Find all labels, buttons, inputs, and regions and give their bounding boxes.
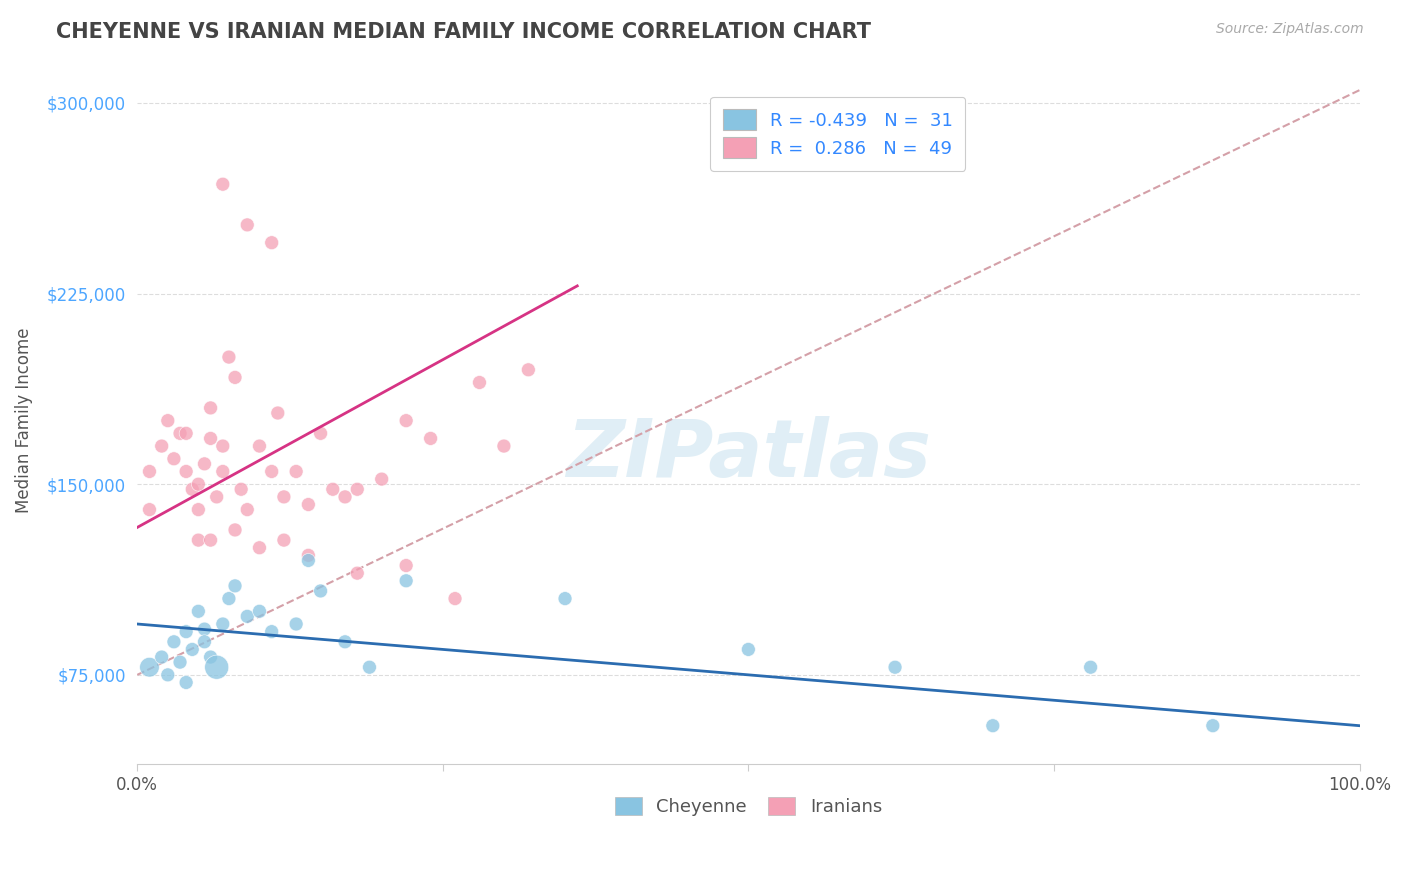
Point: [884, 660, 907, 674]
Point: [346, 566, 368, 581]
Point: [205, 490, 228, 504]
Point: [169, 655, 191, 669]
Point: [174, 426, 197, 441]
Point: [211, 178, 233, 192]
Point: [346, 483, 368, 497]
Point: [395, 574, 418, 588]
Point: [322, 483, 344, 497]
Point: [267, 406, 290, 420]
Point: [187, 604, 209, 618]
Point: [218, 350, 240, 364]
Point: [737, 642, 759, 657]
Point: [285, 617, 308, 632]
Point: [211, 465, 233, 479]
Point: [200, 650, 222, 665]
Point: [260, 235, 283, 250]
Point: [395, 414, 418, 428]
Point: [163, 635, 186, 649]
Point: [200, 533, 222, 548]
Point: [193, 457, 215, 471]
Point: [554, 591, 576, 606]
Point: [224, 579, 246, 593]
Point: [200, 432, 222, 446]
Text: ZIPatlas: ZIPatlas: [565, 416, 931, 494]
Point: [395, 558, 418, 573]
Point: [211, 439, 233, 453]
Legend: Cheyenne, Iranians: Cheyenne, Iranians: [607, 789, 890, 823]
Point: [419, 432, 441, 446]
Point: [138, 502, 160, 516]
Point: [236, 502, 259, 516]
Point: [193, 635, 215, 649]
Point: [249, 439, 271, 453]
Point: [218, 591, 240, 606]
Point: [981, 719, 1004, 733]
Point: [333, 490, 356, 504]
Point: [174, 675, 197, 690]
Point: [150, 439, 173, 453]
Point: [169, 426, 191, 441]
Point: [224, 370, 246, 384]
Point: [273, 533, 295, 548]
Point: [309, 426, 332, 441]
Point: [224, 523, 246, 537]
Point: [333, 635, 356, 649]
Point: [359, 660, 381, 674]
Point: [211, 617, 233, 632]
Point: [187, 502, 209, 516]
Point: [156, 668, 179, 682]
Point: [174, 465, 197, 479]
Point: [163, 451, 186, 466]
Point: [468, 376, 491, 390]
Point: [1080, 660, 1102, 674]
Point: [205, 660, 228, 674]
Point: [187, 533, 209, 548]
Point: [273, 490, 295, 504]
Point: [150, 650, 173, 665]
Point: [231, 483, 253, 497]
Point: [297, 549, 319, 563]
Point: [156, 414, 179, 428]
Point: [174, 624, 197, 639]
Point: [181, 642, 204, 657]
Point: [236, 218, 259, 232]
Y-axis label: Median Family Income: Median Family Income: [15, 328, 32, 514]
Point: [444, 591, 467, 606]
Point: [309, 584, 332, 599]
Point: [236, 609, 259, 624]
Point: [193, 622, 215, 636]
Point: [249, 604, 271, 618]
Point: [187, 477, 209, 491]
Point: [517, 363, 540, 377]
Point: [249, 541, 271, 555]
Point: [285, 465, 308, 479]
Point: [370, 472, 392, 486]
Point: [138, 465, 160, 479]
Point: [200, 401, 222, 415]
Point: [297, 498, 319, 512]
Point: [1202, 719, 1225, 733]
Text: Source: ZipAtlas.com: Source: ZipAtlas.com: [1216, 22, 1364, 37]
Text: CHEYENNE VS IRANIAN MEDIAN FAMILY INCOME CORRELATION CHART: CHEYENNE VS IRANIAN MEDIAN FAMILY INCOME…: [56, 22, 872, 42]
Point: [260, 624, 283, 639]
Point: [260, 465, 283, 479]
Point: [181, 483, 204, 497]
Point: [492, 439, 515, 453]
Point: [138, 660, 160, 674]
Point: [297, 553, 319, 567]
